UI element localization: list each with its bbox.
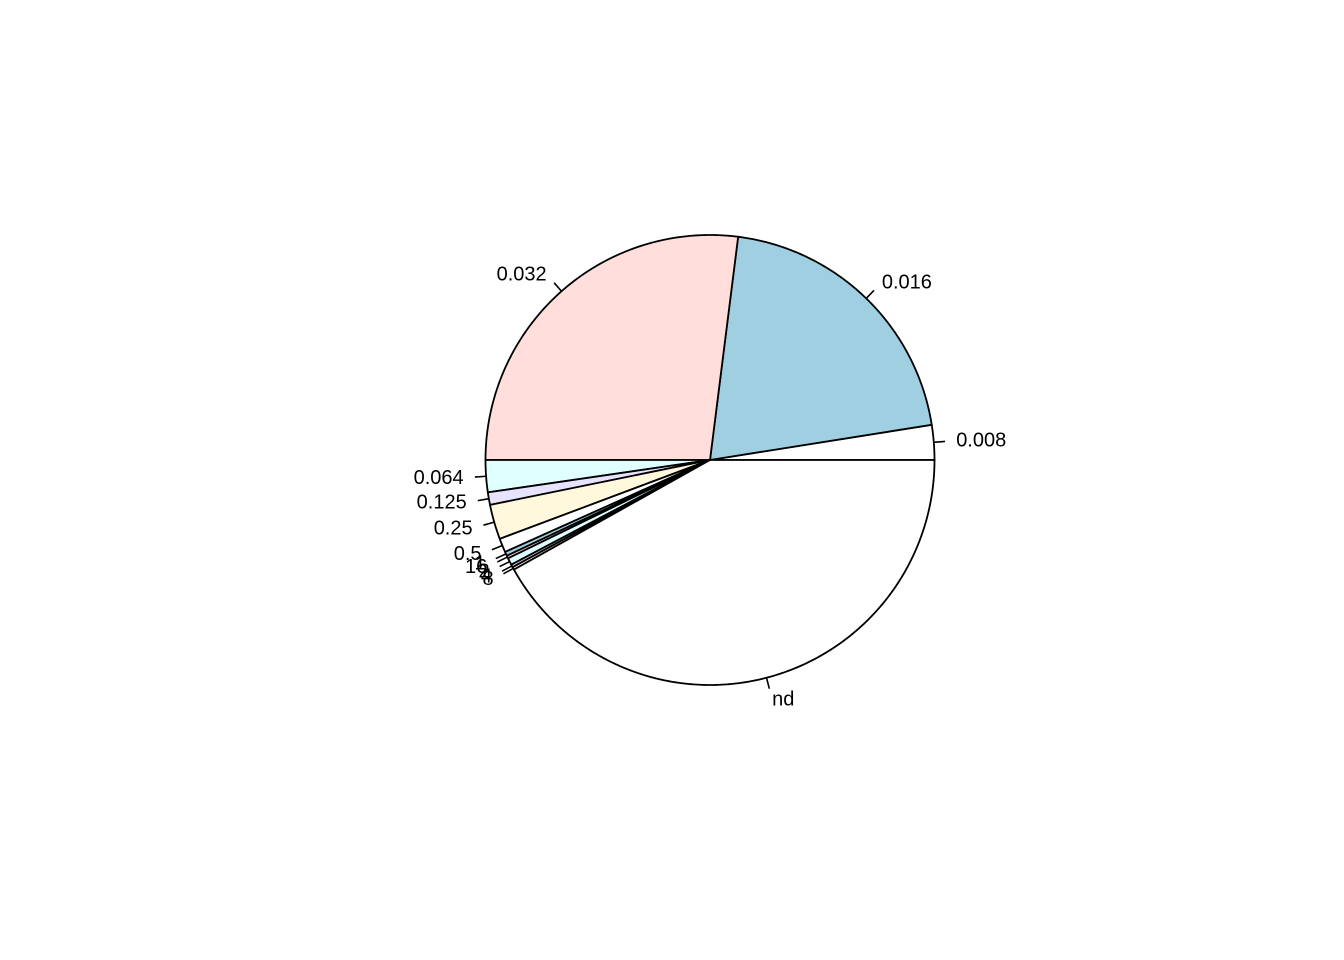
- label-tick-0-125: [477, 497, 489, 502]
- label-tick-nd: [765, 677, 771, 689]
- label-tick-0-008: [933, 440, 946, 444]
- pie-slices: [484, 234, 936, 686]
- slice-label-1: 1: [474, 552, 485, 574]
- slice-label-4: 4: [481, 566, 492, 588]
- label-tick-1: [495, 553, 507, 560]
- label-tick-2: [499, 560, 511, 568]
- label-ticks: [474, 282, 946, 689]
- slice-label-0-016: 0.016: [882, 271, 932, 293]
- label-tick-4: [501, 565, 513, 572]
- slice-label-2: 2: [478, 561, 489, 583]
- slice-label-0-5: 0.5: [454, 543, 482, 565]
- label-tick-0-064: [474, 475, 487, 478]
- label-tick-0-016: [865, 289, 875, 299]
- slice-label-0-032: 0.032: [497, 263, 547, 285]
- slice-label-0-064: 0.064: [414, 467, 464, 489]
- pie-slice-0-016: [708, 235, 933, 462]
- slice-label-0-25: 0.25: [434, 517, 473, 539]
- label-tick-0-5: [491, 544, 503, 551]
- slice-label-0-125: 0.125: [417, 492, 467, 514]
- label-tick-0-032: [553, 282, 563, 292]
- slice-label-0-008: 0.008: [956, 430, 1006, 452]
- slice-label-16: 16: [465, 556, 487, 578]
- slice-label-nd: nd: [772, 689, 794, 711]
- label-tick-16: [496, 556, 508, 563]
- label-tick-8: [503, 567, 514, 575]
- label-tick-0-25: [483, 521, 495, 526]
- slice-label-8: 8: [482, 568, 493, 590]
